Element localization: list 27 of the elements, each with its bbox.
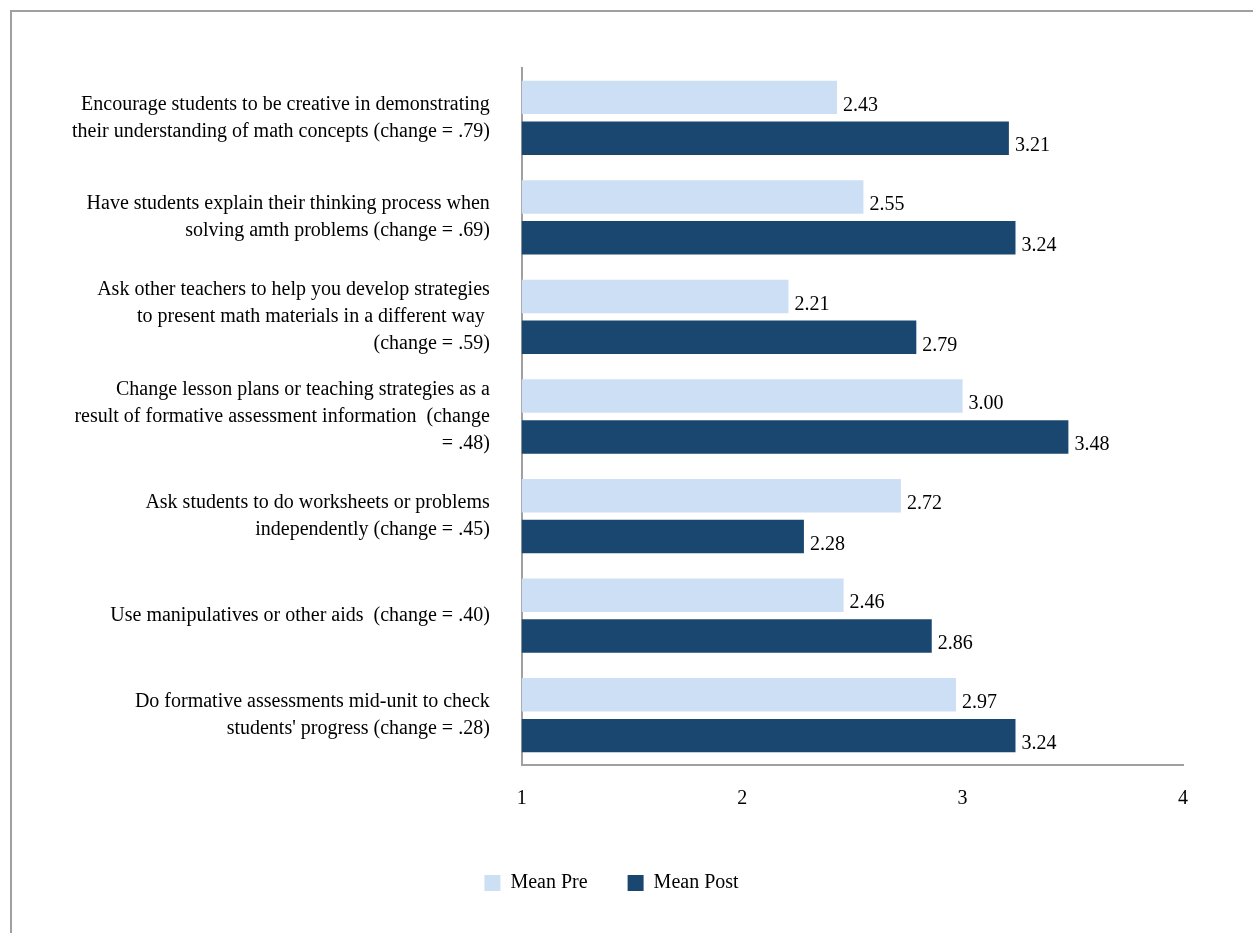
- data-label: 2.86: [937, 631, 973, 654]
- data-label: 3.21: [1014, 133, 1050, 156]
- data-label: 2.55: [869, 192, 905, 215]
- data-label: 2.97: [961, 690, 997, 713]
- data-label: 3.24: [1021, 233, 1057, 256]
- data-label: 2.28: [809, 531, 845, 554]
- data-label: 3.00: [968, 391, 1004, 414]
- data-label: 3.24: [1021, 730, 1057, 753]
- data-label: 2.46: [849, 590, 885, 613]
- y-tick-label: Ask students to do worksheets or problems independently (change = .45): [145, 489, 491, 540]
- y-tick-label: Ask other teachers to help you develop strategies to present math materials in a different way (change = .59): [97, 277, 491, 355]
- y-tick-label: Encourage students to be creative in demonstrating their understanding of math concepts (change = .79): [72, 91, 490, 142]
- data-label: 3.48: [1074, 432, 1110, 455]
- data-label: 2.79: [922, 332, 958, 355]
- data-label: 2.21: [794, 291, 830, 314]
- x-tick-label: 1: [516, 786, 527, 809]
- legend-label: Mean Post: [653, 870, 740, 893]
- data-label: 2.43: [842, 92, 878, 115]
- y-tick-label: Have students explain their thinking process when solving amth problems (change = .69): [86, 191, 490, 242]
- legend-label: Mean Pre: [510, 870, 588, 893]
- y-tick-label: Change lesson plans or teaching strategies as a result of formative assessment information (change = .48): [74, 376, 490, 454]
- x-tick-label: 2: [737, 786, 748, 809]
- y-tick-label: Do formative assessments mid-unit to check students' progress (change = .28): [134, 688, 490, 739]
- y-tick-label: Use manipulatives or other aids (change = .40): [110, 602, 490, 626]
- x-tick-label: 3: [957, 786, 968, 809]
- x-tick-label: 4: [1178, 786, 1188, 809]
- data-label: 2.72: [906, 490, 942, 513]
